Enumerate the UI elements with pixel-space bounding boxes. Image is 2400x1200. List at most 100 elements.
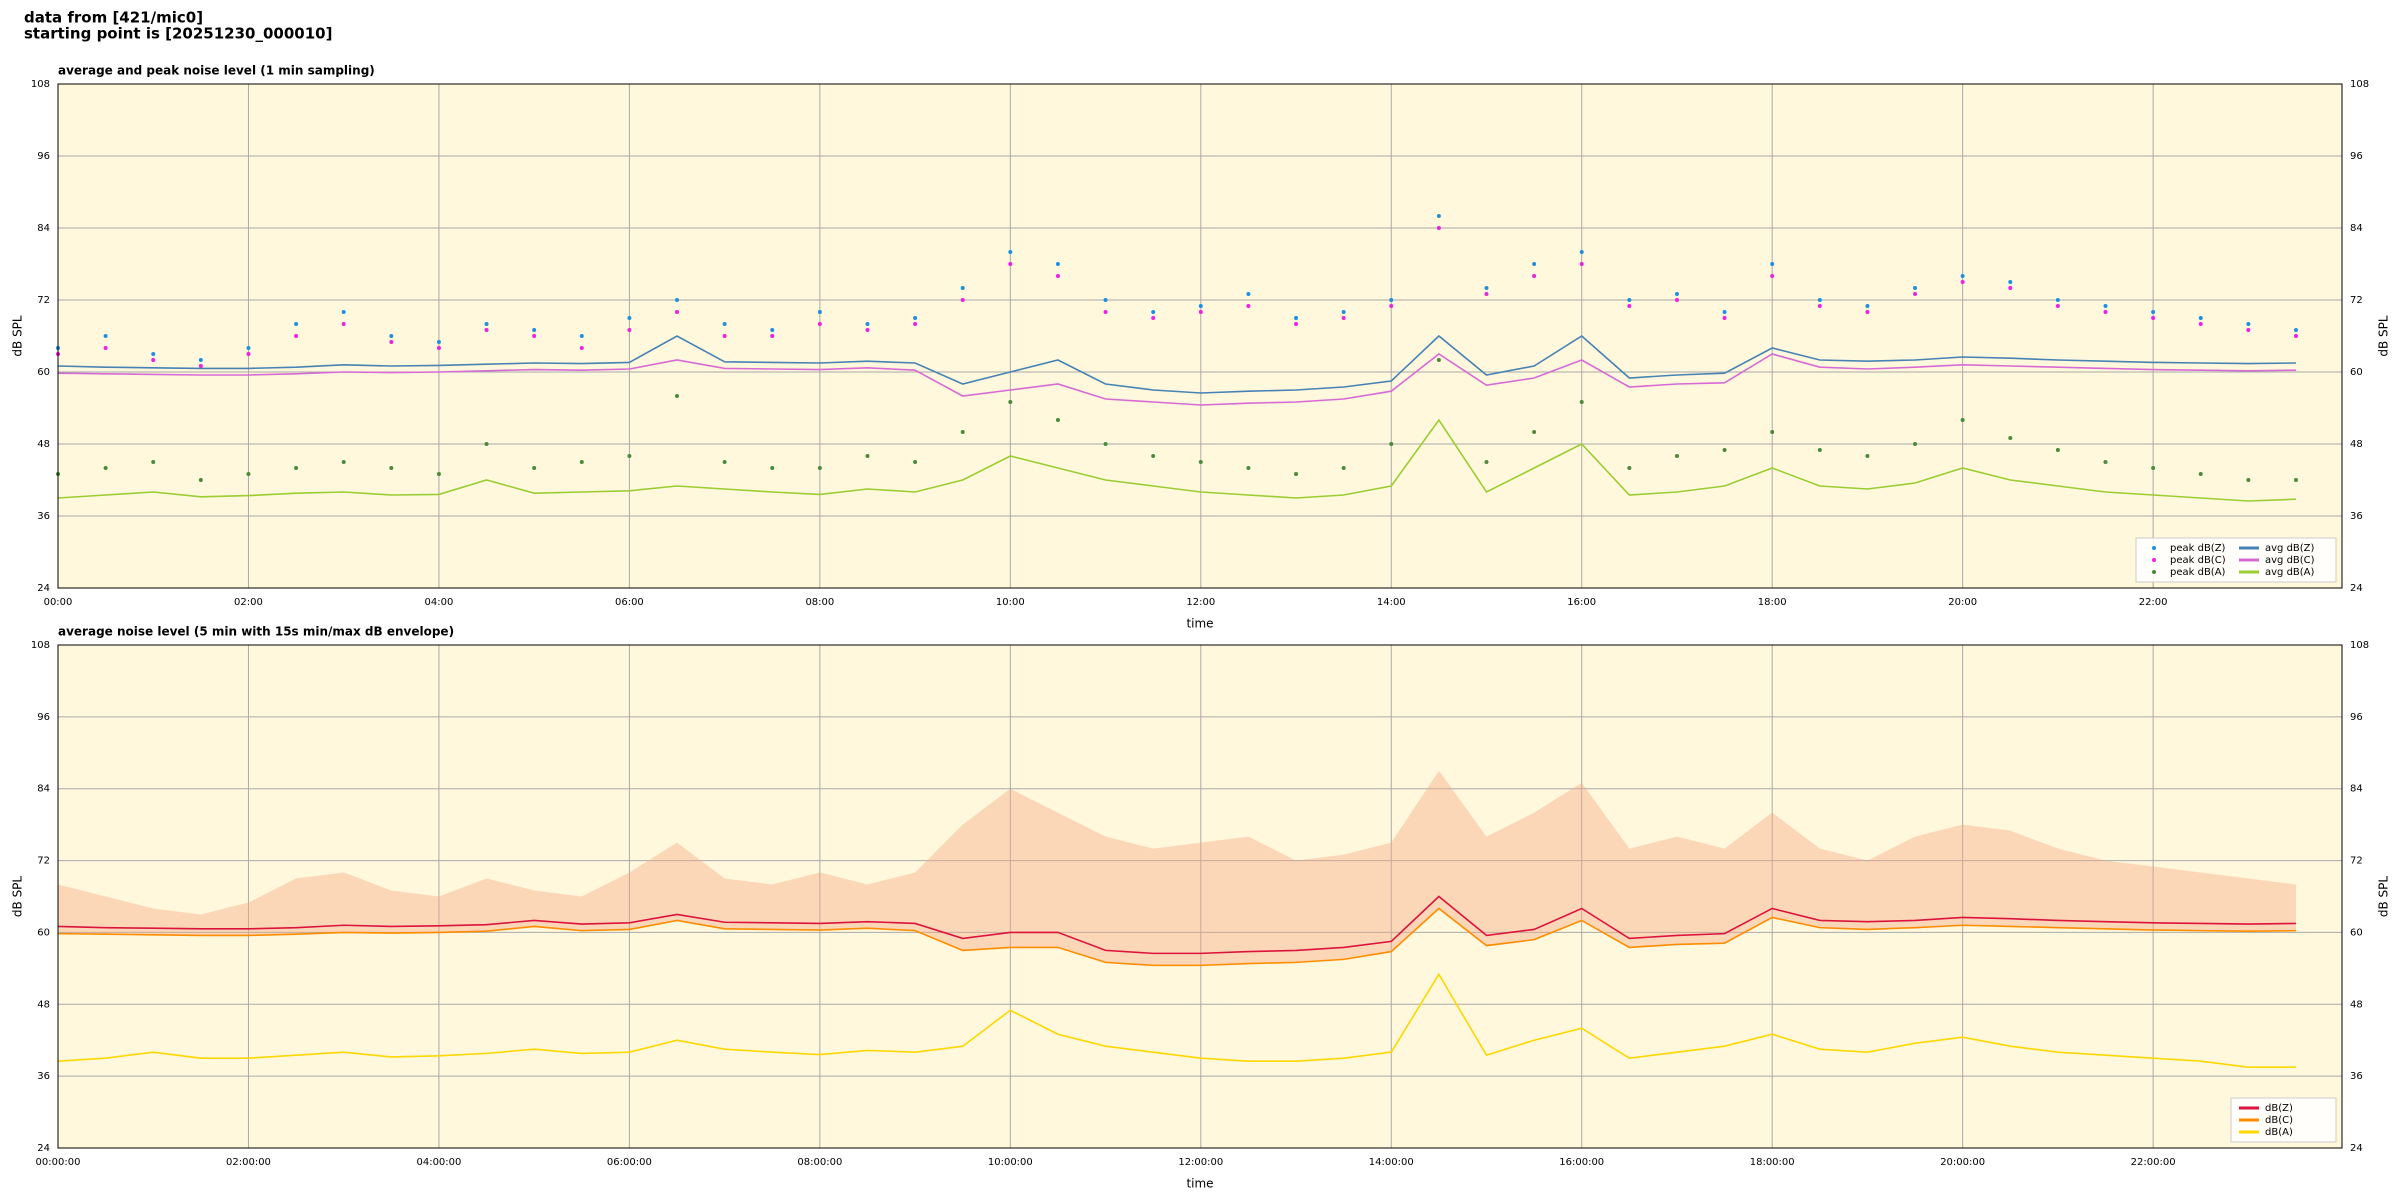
- peak-point: [1817, 304, 1822, 308]
- y-tick-label: 84: [37, 784, 50, 795]
- peak-point: [817, 310, 822, 314]
- peak-point: [1341, 316, 1346, 320]
- peak-point: [1008, 400, 1013, 404]
- y-tick-label: 60: [37, 927, 50, 938]
- peak-point: [1865, 454, 1870, 458]
- peak-point: [2055, 304, 2060, 308]
- peak-point: [1103, 442, 1108, 446]
- peak-point: [675, 310, 680, 314]
- x-axis-label: time: [1186, 617, 1213, 631]
- peak-point: [1246, 466, 1251, 470]
- peak-point: [722, 334, 727, 338]
- peak-point: [1294, 322, 1299, 326]
- x-tick-label: 12:00: [1186, 597, 1215, 608]
- y-tick-label: 96: [37, 151, 50, 162]
- peak-point: [1151, 316, 1156, 320]
- y-tick-label: 72: [37, 295, 50, 306]
- peak-point: [436, 472, 441, 476]
- peak-point: [532, 466, 537, 470]
- x-tick-label: 00:00: [44, 597, 73, 608]
- x-tick-label: 02:00:00: [226, 1157, 271, 1168]
- peak-point: [865, 322, 870, 326]
- peak-point: [675, 298, 680, 302]
- plot-area: [58, 84, 2342, 588]
- peak-point: [1722, 448, 1727, 452]
- x-tick-label: 10:00: [996, 597, 1025, 608]
- y-tick-label: 24: [37, 1143, 50, 1154]
- peak-point: [1055, 262, 1060, 266]
- x-tick-label: 22:00: [2139, 597, 2168, 608]
- peak-point: [2151, 316, 2156, 320]
- x-tick-label: 12:00:00: [1178, 1157, 1223, 1168]
- peak-point: [2055, 298, 2060, 302]
- y-tick-label: 24: [2350, 583, 2363, 594]
- peak-point: [389, 466, 394, 470]
- peak-point: [532, 334, 537, 338]
- peak-point: [341, 460, 346, 464]
- peak-point: [1579, 250, 1584, 254]
- y-tick-label: 72: [2350, 295, 2363, 306]
- peak-point: [246, 472, 251, 476]
- y-tick-label: 60: [37, 367, 50, 378]
- peak-point: [1151, 454, 1156, 458]
- peak-point: [1436, 214, 1441, 218]
- peak-point: [484, 442, 489, 446]
- peak-point: [2103, 304, 2108, 308]
- legend-label: dB(Z): [2265, 1103, 2293, 1114]
- x-tick-label: 06:00:00: [607, 1157, 652, 1168]
- y-tick-label: 72: [37, 856, 50, 867]
- series-line: [57, 972, 2296, 1068]
- peak-point: [817, 322, 822, 326]
- peak-point: [103, 346, 108, 350]
- peak-point: [817, 466, 822, 470]
- peak-point: [1198, 460, 1203, 464]
- x-tick-label: 14:00:00: [1369, 1157, 1414, 1168]
- y-tick-label: 60: [2350, 927, 2363, 938]
- legend-marker: [2152, 558, 2156, 562]
- series-line: [57, 334, 2296, 394]
- peak-point: [1246, 292, 1251, 296]
- x-tick-label: 16:00:00: [1559, 1157, 1604, 1168]
- legend-label: dB(C): [2265, 1115, 2293, 1126]
- peak-point: [1436, 226, 1441, 230]
- peak-point: [2103, 310, 2108, 314]
- peak-point: [1674, 454, 1679, 458]
- peak-point: [1294, 472, 1299, 476]
- peak-point: [484, 328, 489, 332]
- peak-point: [1055, 274, 1060, 278]
- peak-point: [627, 316, 632, 320]
- envelope-area: [58, 770, 2296, 966]
- peak-point: [2246, 328, 2251, 332]
- peak-point: [627, 328, 632, 332]
- peak-point: [151, 352, 156, 356]
- peak-point: [2008, 436, 2013, 440]
- peak-point: [1722, 310, 1727, 314]
- x-tick-label: 22:00:00: [2131, 1157, 2176, 1168]
- plot-frame: [57, 644, 2343, 1149]
- peak-point: [1484, 460, 1489, 464]
- legend-label: peak dB(Z): [2170, 543, 2226, 554]
- x-tick-label: 14:00: [1377, 597, 1406, 608]
- peak-point: [1246, 304, 1251, 308]
- peak-point: [770, 328, 775, 332]
- peak-point: [865, 328, 870, 332]
- chart: average and peak noise level (1 min samp…: [11, 64, 2391, 631]
- chart-title: average and peak noise level (1 min samp…: [58, 64, 375, 78]
- peak-point: [1389, 442, 1394, 446]
- peak-point: [722, 460, 727, 464]
- peak-point: [1674, 292, 1679, 296]
- peak-point: [1960, 274, 1965, 278]
- y-tick-label: 36: [37, 1071, 50, 1082]
- legend-label: avg dB(A): [2265, 567, 2315, 578]
- peak-point: [960, 430, 965, 434]
- peak-point: [1817, 298, 1822, 302]
- peak-point: [579, 334, 584, 338]
- peak-point: [484, 322, 489, 326]
- x-tick-label: 06:00: [615, 597, 644, 608]
- peak-point: [198, 478, 203, 482]
- peak-point: [1627, 298, 1632, 302]
- y-tick-label: 84: [2350, 223, 2363, 234]
- peak-point: [1579, 400, 1584, 404]
- y-tick-label: 36: [2350, 511, 2363, 522]
